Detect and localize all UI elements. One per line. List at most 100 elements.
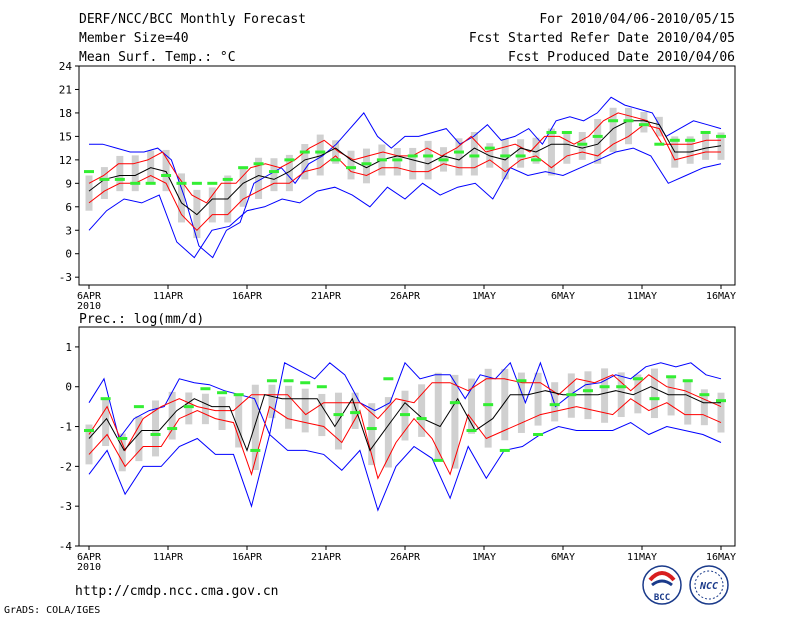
series-line-mean (88, 120, 722, 216)
forecast-period: For 2010/04/06-2010/05/15 (539, 12, 735, 27)
x-tick-label: 11MAY (627, 552, 657, 563)
y-tick-label: 1 (65, 341, 72, 354)
series-line-lower (88, 398, 722, 480)
ensemble-box (318, 393, 326, 437)
ensemble-box (362, 148, 370, 184)
ensemble-box (255, 157, 263, 199)
ensemble-box (418, 384, 426, 437)
ensemble-box (434, 372, 442, 461)
ensemble-box (534, 372, 542, 426)
bcc-logo: BCC (642, 565, 682, 605)
ensemble-box (684, 382, 692, 425)
ensemble-box (547, 128, 555, 176)
forecast-produced-date: Fcst Produced Date 2010/04/06 (508, 50, 735, 65)
y-tick-label: 21 (59, 83, 72, 96)
ensemble-box (601, 368, 609, 423)
series-line-min (88, 422, 722, 512)
x-tick-label: 6MAY (551, 552, 575, 563)
ensemble-box (185, 392, 193, 425)
ensemble-box (85, 424, 93, 465)
series-line-upper (88, 112, 721, 204)
ensemble-box (667, 377, 675, 416)
x-tick-label: 26APR (390, 552, 421, 563)
y-tick-label: 18 (59, 107, 72, 120)
ensemble-box (717, 392, 725, 433)
y-tick-label: 3 (65, 224, 72, 237)
plot-frame (78, 65, 736, 286)
ensemble-box (347, 150, 355, 180)
ensemble-box (451, 374, 459, 469)
y-tick-label: 6 (65, 201, 72, 214)
ensemble-box (235, 396, 243, 448)
temperature-panel: -3 0 3 6 9 12 15 18 21 24 6APR 11APR 16APR 21APR 26APR… (59, 60, 736, 312)
series-line-lower (88, 124, 721, 232)
grads-credit: GrADS: COLA/IGES (4, 605, 100, 616)
ensemble-box (135, 416, 143, 462)
ensemble-box (409, 147, 417, 180)
x-tick-label: 11MAY (627, 291, 657, 302)
ensemble-box (617, 372, 625, 418)
precip-panel-title: Prec.: log(mm/d) (79, 312, 204, 327)
ensemble-box (455, 138, 463, 176)
x-tick-label: 16MAY (706, 291, 736, 302)
ensemble-box (268, 384, 276, 419)
y-tick-label: -2 (59, 460, 72, 473)
ensemble-box (424, 140, 432, 180)
bcc-logo-text: BCC (654, 593, 670, 603)
ensemble-box (239, 167, 247, 207)
ensemble-box (218, 396, 226, 431)
ensemble-box (517, 139, 525, 168)
ensemble-box (368, 403, 376, 466)
x-tick-label: 6APR (77, 552, 102, 563)
ncc-logo: NCC (689, 565, 729, 605)
ensemble-box (147, 150, 155, 184)
y-tick-label: 9 (65, 177, 72, 190)
y-tick-label: -3 (59, 271, 72, 284)
ensemble-box (118, 433, 126, 472)
ensemble-box (251, 384, 259, 471)
ensemble-box (351, 392, 359, 429)
ensemble-box (85, 175, 93, 211)
ensemble-box (470, 132, 478, 176)
ensemble-box (563, 132, 571, 164)
ensemble-box (285, 385, 293, 429)
series-line-max (88, 361, 722, 440)
x-year-label: 2010 (77, 562, 101, 573)
x-tick-label: 16APR (232, 552, 263, 563)
x-tick-label: 16MAY (706, 552, 736, 563)
ensemble-box (301, 144, 309, 180)
ensemble-box (532, 137, 540, 164)
series-line-upper (88, 374, 722, 452)
ensemble-box (208, 187, 216, 223)
ensemble-box (640, 111, 648, 133)
ensemble-box (468, 378, 476, 434)
x-tick-label: 26APR (390, 291, 421, 302)
ensemble-box (517, 372, 525, 433)
ensemble-box (484, 368, 492, 448)
x-tick-label: 11APR (153, 291, 184, 302)
plot-frame (78, 326, 736, 547)
ncc-logo-text: NCC (699, 581, 718, 592)
x-tick-label: 11APR (153, 552, 184, 563)
ensemble-box (102, 398, 110, 447)
ensemble-box (625, 107, 633, 145)
ensemble-box (116, 155, 124, 192)
series-line-mean (88, 386, 721, 452)
forecast-started-date: Fcst Started Refer Date 2010/04/05 (469, 31, 735, 46)
x-tick-label: 1MAY (472, 291, 496, 302)
y-tick-label: 12 (59, 154, 72, 167)
ensemble-box (578, 132, 586, 160)
ensemble-box (551, 382, 559, 422)
ensemble-box (332, 140, 340, 164)
ensemble-box (700, 389, 708, 426)
variable-label: Mean Surf. Temp.: °C (79, 50, 236, 65)
source-url: http://cmdp.ncc.cma.gov.cn (75, 584, 279, 599)
x-tick-label: 1MAY (472, 552, 496, 563)
y-tick-label: 15 (59, 130, 72, 143)
x-tick-label: 21APR (311, 552, 342, 563)
ensemble-box (501, 139, 509, 180)
ensemble-box (162, 149, 170, 192)
x-tick-label: 6APR (77, 291, 102, 302)
